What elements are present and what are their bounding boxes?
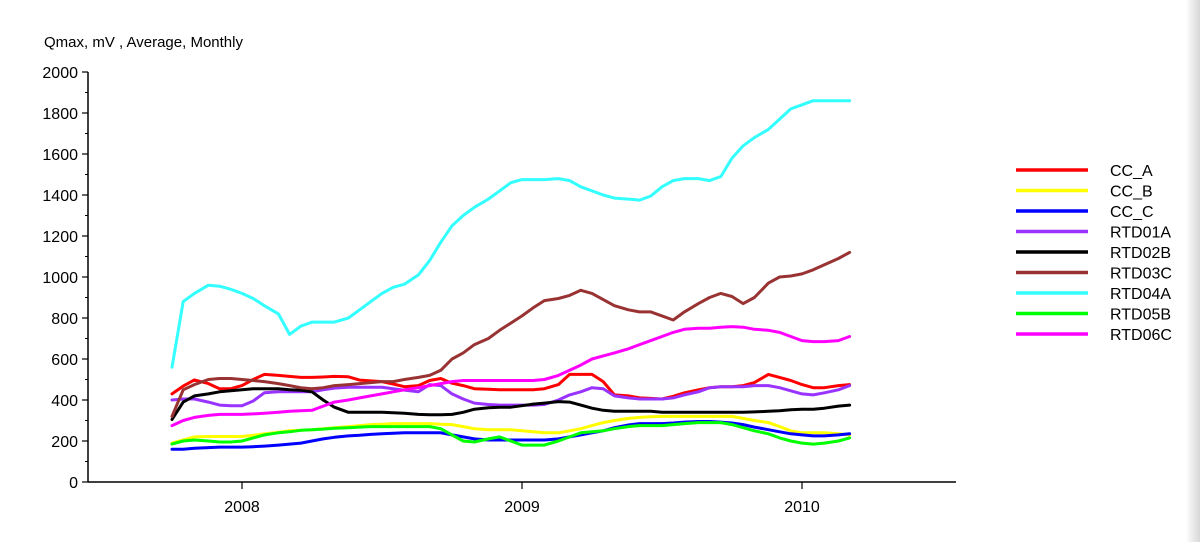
y-tick-label: 1200: [42, 229, 78, 246]
x-ticks: 2008 2009 2010: [224, 482, 820, 516]
series-line-rtd01a: [170, 383, 852, 408]
chart-title: Qmax, mV , Average, Monthly: [44, 34, 243, 51]
legend-label: CC_B: [1110, 184, 1153, 201]
series-line-rtd05b: [170, 421, 852, 447]
y-tick-label: 1400: [42, 188, 78, 205]
legend-label: RTD06C: [1110, 327, 1172, 344]
x-tick-label: 2009: [504, 499, 540, 516]
series-line-rtd06c: [170, 325, 852, 428]
series-line-cc-c: [170, 420, 852, 451]
y-tick-label: 2000: [42, 65, 78, 82]
legend-label: CC_A: [1110, 163, 1153, 180]
legend-label: RTD01A: [1110, 225, 1171, 242]
window-edge: [1186, 0, 1200, 542]
y-ticks: 0 200 400 600 800 1000 1200 1400 1600 1800 2000: [42, 65, 88, 492]
y-tick-label: 0: [69, 475, 78, 492]
series-line-rtd03c: [170, 250, 852, 418]
y-tick-label: 400: [51, 393, 78, 410]
y-tick-label: 800: [51, 311, 78, 328]
y-tick-label: 1000: [42, 270, 78, 287]
axes: [87, 72, 956, 483]
legend-label: RTD03C: [1110, 266, 1172, 283]
legend-label: RTD05B: [1110, 307, 1171, 324]
series-line-rtd04a: [170, 99, 852, 369]
x-tick-label: 2010: [784, 499, 820, 516]
series-lines: [170, 99, 852, 451]
y-tick-label: 1800: [42, 106, 78, 123]
legend-label: CC_C: [1110, 204, 1154, 221]
legend: CC_A CC_B CC_C RTD01A RTD02B RTD03C RTD04A RTD0…: [1016, 163, 1172, 344]
legend-label: RTD02B: [1110, 245, 1171, 262]
y-tick-label: 600: [51, 352, 78, 369]
legend-label: RTD04A: [1110, 286, 1171, 303]
y-tick-label: 1600: [42, 147, 78, 164]
x-tick-label: 2008: [224, 499, 260, 516]
series-line-rtd02b: [170, 387, 852, 421]
y-tick-label: 200: [51, 434, 78, 451]
